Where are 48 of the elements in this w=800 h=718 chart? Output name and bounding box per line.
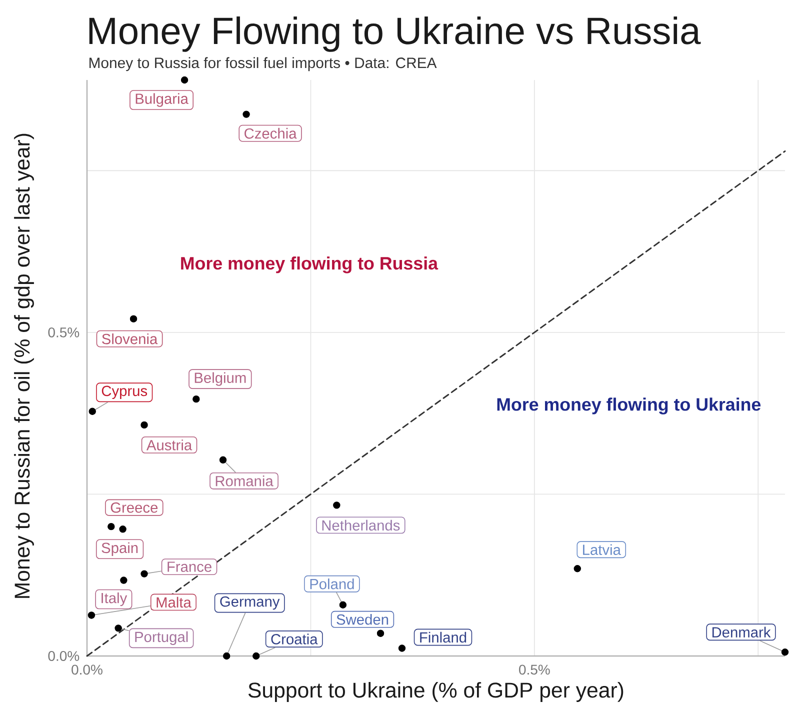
point (88, 408, 96, 415)
point (130, 315, 138, 322)
annotation: Spain (102, 542, 138, 556)
annotation: Denmark (712, 626, 771, 638)
annotation: Croatia (271, 634, 318, 644)
chart-subtitle: Money to Russia for fossil fuel imports • Data: CREA (90, 57, 437, 72)
point (120, 576, 128, 584)
point (108, 522, 115, 530)
annotation: Malta (156, 596, 192, 608)
annotation: Greece (110, 502, 158, 513)
annotation: Netherlands (322, 520, 400, 531)
point (88, 612, 96, 619)
point (333, 502, 340, 509)
x-axis-title: Support to Ukraine (% of GDP per year) (248, 682, 624, 702)
chart-title: Money Flowing to Ukraine vs Russia (89, 16, 701, 52)
annotation: Sweden (336, 614, 388, 625)
point (119, 526, 126, 533)
point (192, 395, 200, 403)
annotation: Germany (220, 596, 280, 610)
point (252, 652, 260, 660)
annotation: Portugal (135, 631, 188, 645)
annotation: France (168, 562, 212, 572)
annotation: Latvia (583, 544, 621, 556)
annotation: Romania (216, 476, 274, 486)
annotation: Slovenia (102, 333, 158, 344)
point (781, 648, 789, 656)
point (140, 421, 148, 429)
annotation: Cyprus (102, 386, 148, 399)
point (242, 110, 250, 118)
point (140, 570, 148, 578)
point (398, 644, 406, 652)
annotation: Finland (420, 632, 466, 643)
point (339, 601, 347, 608)
y-axis-title: Money to Russian for oil (% of gdp over last year) (14, 134, 34, 598)
annotation: More money flowing to Russia (181, 256, 438, 274)
annotation: Poland (310, 578, 354, 590)
point (376, 630, 384, 637)
annotation: Czechia (244, 128, 297, 139)
annotation: Bulgaria (136, 93, 188, 107)
annotation: Austria (146, 440, 192, 450)
point (114, 624, 122, 632)
point (180, 76, 188, 84)
point (222, 652, 230, 660)
point (219, 456, 227, 464)
point (574, 565, 581, 572)
annotation: More money flowing to Ukraine (497, 398, 761, 414)
annotation: Italy (102, 592, 128, 606)
annotation: Belgium (194, 372, 246, 386)
